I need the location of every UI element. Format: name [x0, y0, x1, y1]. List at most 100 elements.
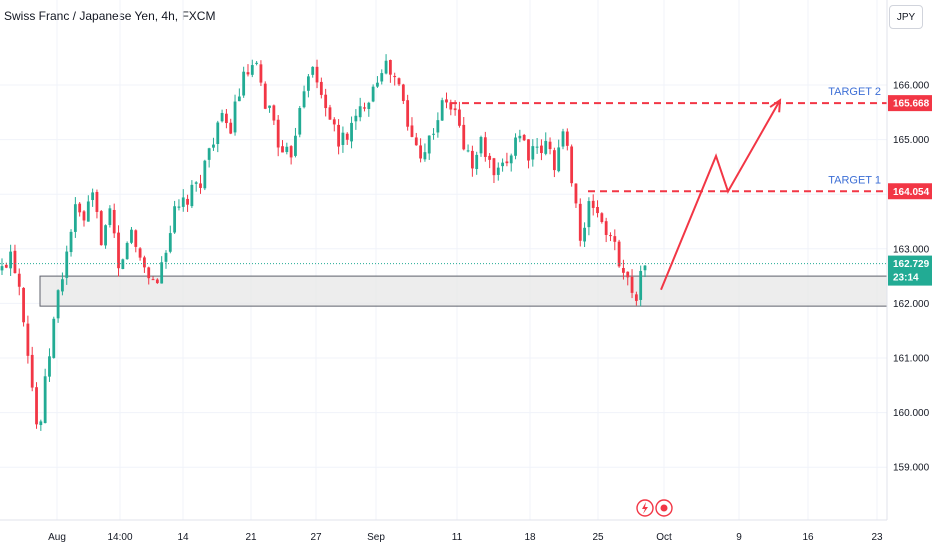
- candle-body: [324, 94, 328, 109]
- time-tick-label: 25: [592, 532, 604, 543]
- candle-body: [99, 211, 103, 246]
- candle-body: [22, 287, 25, 323]
- candle-body: [358, 106, 362, 118]
- candle-body: [462, 124, 466, 150]
- time-tick-label: 21: [245, 532, 257, 543]
- candle-body: [540, 145, 543, 154]
- candle-body: [17, 273, 21, 287]
- target-label: TARGET 2: [828, 86, 881, 98]
- candle-body: [30, 354, 34, 388]
- candle-body: [367, 102, 371, 109]
- candle-body: [294, 135, 297, 156]
- candle-body: [626, 271, 630, 278]
- candle-body: [591, 200, 595, 208]
- candle-body: [302, 91, 306, 108]
- candle-body: [220, 112, 224, 122]
- candle-body: [177, 206, 181, 208]
- candle-body: [453, 108, 457, 111]
- target-label: TARGET 1: [828, 174, 881, 186]
- grid-lines: [0, 0, 887, 520]
- candle-body: [43, 376, 47, 424]
- candle-body: [246, 72, 250, 75]
- annotation-layer: TARGET 2 TARGET 1: [0, 86, 887, 291]
- candle-body: [406, 100, 410, 127]
- target-price-tag: [888, 183, 932, 200]
- candle-body: [26, 323, 30, 356]
- candle-body: [272, 105, 276, 121]
- candle-body: [501, 162, 504, 167]
- candle-body: [440, 100, 444, 121]
- candle-body: [527, 139, 530, 161]
- candle-body: [622, 267, 625, 273]
- candle-body: [363, 107, 366, 109]
- price-tick-label: 161.000: [893, 354, 930, 365]
- candle-body: [436, 120, 440, 133]
- price-tick-label: 162.000: [893, 299, 930, 310]
- candle-body: [203, 160, 207, 189]
- candle-body: [242, 71, 246, 96]
- target-price-value: 165.668: [893, 99, 930, 110]
- candle-body: [470, 150, 474, 169]
- dot-icon: [660, 504, 668, 512]
- candle-body: [52, 318, 56, 358]
- candle-body: [583, 227, 586, 242]
- price-tick-label: 165.000: [893, 135, 930, 146]
- candle-body: [522, 134, 526, 141]
- candle-body: [345, 133, 349, 140]
- candle-body: [423, 152, 427, 160]
- candle-body: [233, 101, 237, 133]
- price-axis[interactable]: 166.000165.000164.000163.000162.000161.0…: [886, 0, 932, 520]
- candle-body: [190, 184, 194, 207]
- candle-body: [613, 236, 617, 242]
- target-price-tag: [888, 95, 932, 112]
- candle-body: [574, 183, 578, 204]
- candle-body: [505, 161, 509, 164]
- candle-body: [393, 75, 397, 78]
- candle-body: [552, 150, 556, 171]
- time-tick-label: Aug: [48, 532, 66, 543]
- price-tick-label: 160.000: [893, 408, 930, 419]
- candle-body: [578, 203, 582, 241]
- candle-body: [596, 207, 599, 214]
- projection-path: [660, 99, 781, 291]
- candle-body: [414, 137, 418, 146]
- candle-body: [475, 154, 479, 170]
- candle-body: [531, 146, 535, 160]
- candle-body: [112, 209, 116, 234]
- candle-body: [164, 252, 168, 262]
- candle-body: [9, 251, 13, 269]
- currency-unit-button[interactable]: JPY: [889, 5, 923, 29]
- candle-body: [479, 137, 483, 154]
- candle-body: [376, 82, 379, 87]
- candle-body: [4, 264, 8, 268]
- candle-body: [48, 356, 51, 377]
- candle-body: [458, 109, 461, 126]
- candle-body: [225, 113, 228, 124]
- support-zone: [39, 275, 888, 307]
- event-icons: [636, 499, 673, 517]
- candle-body: [449, 102, 453, 110]
- candle-body: [350, 122, 353, 142]
- candle-body: [319, 81, 323, 95]
- candle-body: [341, 132, 345, 145]
- candle-body: [82, 211, 86, 221]
- candle-body: [250, 65, 254, 75]
- time-tick-label: Sep: [367, 532, 385, 543]
- candle-body: [263, 83, 267, 109]
- candle-body: [151, 279, 155, 281]
- candle-body: [419, 145, 422, 159]
- time-tick-label: 16: [802, 532, 814, 543]
- candle-body: [535, 146, 539, 148]
- candle-body: [427, 135, 431, 154]
- candle-body: [285, 146, 289, 153]
- time-axis[interactable]: Aug 14:00 14 21 27 Sep 11 18 25 Oct 9 16 23: [0, 519, 887, 543]
- candle-body: [289, 146, 293, 158]
- candle-body: [168, 233, 172, 252]
- current-price-value: 162.729: [893, 259, 930, 270]
- candle-body: [237, 96, 241, 102]
- candle-body: [259, 64, 263, 83]
- candle-body: [332, 119, 336, 125]
- candle-body: [634, 294, 638, 301]
- candle-body: [397, 78, 401, 85]
